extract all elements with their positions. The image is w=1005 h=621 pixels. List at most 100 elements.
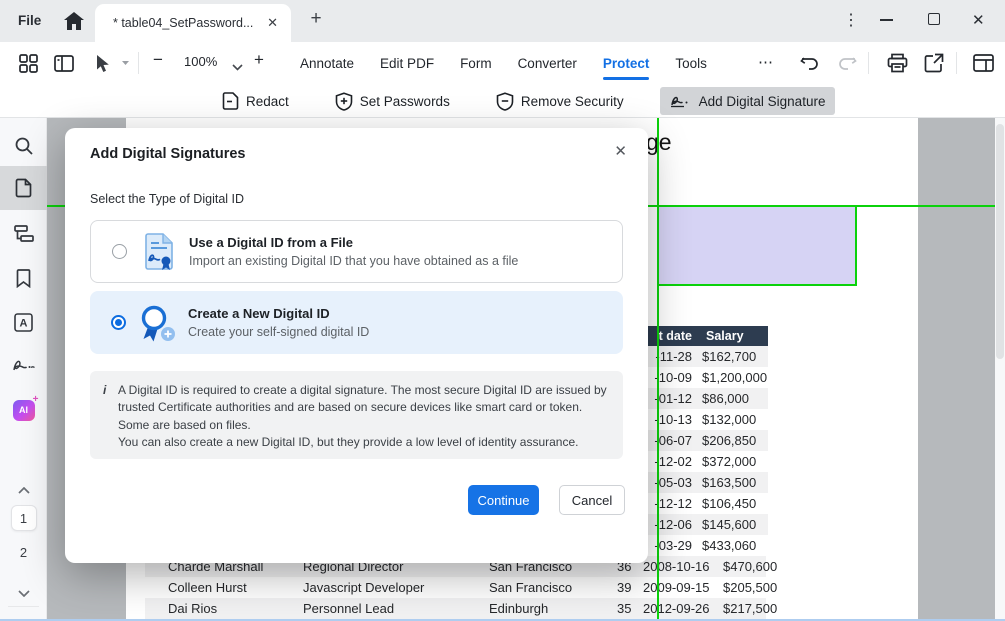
cell-position: Personnel Lead [303,601,395,616]
cell-salary: $470,600 [723,559,778,574]
menu-annotate[interactable]: Annotate [300,55,355,71]
option-create-new-digital-id[interactable]: Create a New Digital ID Create your self… [90,291,623,354]
side-panel-icon[interactable] [52,51,76,75]
cell-salary: $205,500 [723,580,778,595]
remove-security-button[interactable]: Remove Security [486,87,634,115]
cell-start-date: 2012-09-26 [643,601,710,616]
window-close-button[interactable]: ✕ [972,12,985,29]
cell-office: San Francisco [489,580,573,595]
menu-protect[interactable]: Protect [602,42,649,84]
menu-form[interactable]: Form [460,55,492,71]
continue-button[interactable]: Continue [468,485,539,515]
table-row: -12-12 $106,450 [648,493,768,514]
cell-salary: $106,450 [702,496,757,511]
scrollbar-thumb[interactable] [996,124,1004,359]
new-tab-button[interactable]: + [310,8,322,29]
menu-edit-pdf[interactable]: Edit PDF [380,55,435,71]
radio-selected[interactable] [111,315,126,330]
collapse-down-icon[interactable] [0,573,47,613]
signature-pen-icon [670,94,692,108]
cancel-button[interactable]: Cancel [559,485,625,515]
select-tool-caret-icon[interactable] [113,51,137,75]
employee-table-rows: Charde Marshall Regional Director San Fran… [145,556,777,619]
toolbar-separator [138,52,139,74]
table-row: -06-07 $206,850 [648,430,768,451]
page-thumbnails-icon[interactable] [0,166,47,210]
shield-minus-icon [496,91,514,111]
table-row: -01-12 $86,000 [648,388,768,409]
stamp-a-icon[interactable]: A [0,302,47,342]
option-title: Use a Digital ID from a File [189,235,353,250]
vertical-scrollbar[interactable] [995,118,1005,621]
cell-start-date: -10-13 [654,412,692,427]
cell-start-date: -03-29 [654,538,692,553]
header-start-date: t date [658,329,692,343]
cell-name: Colleen Hurst [168,580,247,595]
menu-tools[interactable]: Tools [675,55,707,71]
redo-icon[interactable] [835,51,859,75]
ai-icon[interactable]: AI [0,390,47,430]
minimize-button[interactable] [880,19,893,21]
redact-button[interactable]: Redact [212,87,299,115]
cell-salary: $145,600 [702,517,757,532]
menu-converter[interactable]: Converter [517,55,577,71]
cell-start-date: 2008-10-16 [643,559,710,574]
zoom-out-button[interactable]: − [153,50,163,69]
export-icon[interactable] [922,51,946,75]
sidebar-divider [8,606,39,607]
table-row: -10-13 $132,000 [648,409,768,430]
cell-position: Javascript Developer [303,580,425,595]
cell-start-date: -10-09 [654,370,692,385]
info-text-1: A Digital ID is required to create a dig… [118,383,607,432]
add-digital-signature-label: Add Digital Signature [698,93,826,109]
page-number-1[interactable]: 1 [0,505,47,531]
add-digital-signature-button[interactable]: Add Digital Signature [659,87,836,115]
cell-salary: $162,700 [702,349,757,364]
cell-salary: $206,850 [702,433,757,448]
option-digital-id-from-file[interactable]: Use a Digital ID from a File Import an e… [90,220,623,283]
document-tab[interactable]: * table04_SetPassword... ✕ [95,4,291,42]
dialog-close-icon[interactable]: ✕ [614,143,627,160]
cell-start-date: 2009-09-15 [643,580,710,595]
collapse-up-icon[interactable] [0,470,47,510]
digital-id-file-icon [139,232,179,272]
tab-close-icon[interactable]: ✕ [267,15,278,30]
zoom-level[interactable]: 100% [184,54,218,69]
cell-start-date: -05-03 [654,475,692,490]
undo-icon[interactable] [797,51,821,75]
cell-start-date: -06-07 [654,433,692,448]
maximize-button[interactable] [928,13,940,25]
cell-salary: $132,000 [702,412,757,427]
window-menu-icon[interactable]: ⋮ [843,12,859,29]
zoom-dropdown-icon[interactable] [225,55,249,79]
grid-view-icon[interactable] [16,51,40,75]
signature-icon[interactable] [0,345,47,385]
table-row: -05-03 $163,500 [648,472,768,493]
search-icon[interactable] [0,126,47,166]
cell-start-date: -12-02 [654,454,692,469]
set-passwords-button[interactable]: Set Passwords [325,87,460,115]
print-icon[interactable] [885,51,909,75]
cell-age: 39 [617,580,632,595]
cell-start-date: -12-12 [654,496,692,511]
redact-label: Redact [246,93,289,109]
more-tools-icon[interactable]: ⋯ [758,54,773,71]
selection-rectangle[interactable] [657,205,857,286]
tab-title: * table04_SetPassword... [113,16,254,30]
select-tool-icon[interactable] [90,51,114,75]
toolbar-separator [956,52,957,74]
bookmark-icon[interactable] [0,258,47,298]
shield-plus-icon [335,91,353,111]
home-icon[interactable] [63,11,85,31]
radio-unselected[interactable] [112,244,127,259]
file-menu[interactable]: File [18,13,42,28]
info-icon: i [103,383,107,397]
info-text-2: You can also create a new Digital ID, bu… [118,435,579,450]
reading-layout-icon[interactable] [971,51,995,75]
cell-salary: $163,500 [702,475,757,490]
page-number-2[interactable]: 2 [19,545,28,560]
zoom-in-button[interactable]: + [254,50,264,69]
partial-table-rows: -11-28 $162,700 -10-09 $1,200,000 -01-12 $86,… [648,346,768,556]
header-salary: Salary [706,329,744,343]
outline-icon[interactable] [0,213,47,253]
